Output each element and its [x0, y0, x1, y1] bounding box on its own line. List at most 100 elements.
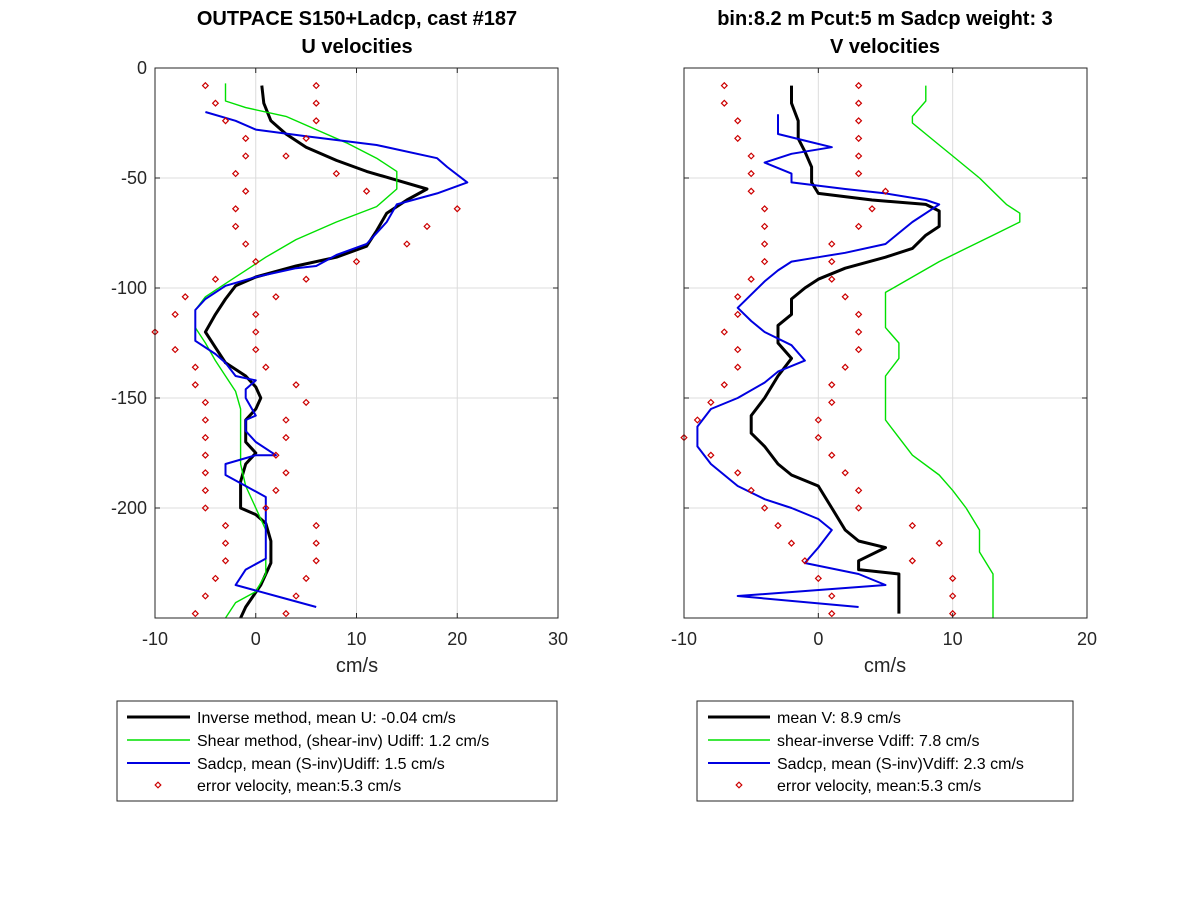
right-series-mean-v-line	[749, 85, 941, 614]
right-series-error-velocity-marker-3	[734, 134, 742, 143]
left-series-error-velocity-marker-17	[191, 381, 199, 389]
left-series-error-velocity-marker-16	[191, 363, 199, 371]
left-series-error-velocity-marker-12	[181, 293, 189, 301]
right-series-error-velocity-marker-33	[854, 117, 863, 125]
right-series-error-velocity-marker-24	[760, 504, 769, 512]
right-series-error-velocity-marker-41	[828, 257, 836, 266]
right-series-error-velocity-marker-20	[680, 433, 688, 442]
right-series-error-velocity-marker-34	[854, 134, 863, 143]
left-legend-entry-inverse: Inverse method, mean U: -0.04 cm/s	[197, 710, 456, 727]
right-x-axis-label: cm/s	[864, 655, 906, 677]
left-series-error-velocity-marker-5	[231, 169, 240, 178]
left-series-error-velocity-marker-2	[221, 117, 230, 125]
left-series-error-velocity-marker-37	[362, 187, 371, 195]
right-series-error-velocity-marker-23	[747, 486, 755, 495]
left-series-error-velocity-marker-53	[282, 469, 290, 477]
right-x-tick-label-3: 20	[1077, 629, 1097, 649]
left-series-error-velocity-marker-48	[292, 381, 300, 389]
left-series-inverse-method-line	[203, 85, 429, 619]
right-series-error-velocity-marker-38	[868, 205, 876, 213]
left-series-error-velocity	[151, 81, 461, 618]
right-series-error-velocity-marker-1	[720, 99, 728, 107]
left-series-error-velocity-marker-8	[231, 222, 240, 231]
right-series-error-velocity-marker-39	[854, 222, 863, 231]
left-chart-title: OUTPACE S150+Ladcp, cast #187	[197, 8, 517, 30]
left-series-error-velocity-marker-36	[332, 169, 341, 178]
right-series-error-velocity-marker-10	[760, 257, 769, 266]
right-legend-entry-mean: mean V: 8.9 cm/s	[777, 710, 901, 727]
left-series-error-velocity-marker-6	[241, 187, 250, 195]
left-legend-entry-shear: Shear method, (shear-inv) Udiff: 1.2 cm/…	[197, 733, 489, 750]
left-series-error-velocity-marker-19	[201, 416, 210, 424]
right-series-error-velocity-marker-21	[707, 451, 715, 459]
left-plot-area: -10 0 10 20 300-50-100-150-200	[111, 58, 568, 649]
left-series-error-velocity-marker-55	[262, 504, 270, 512]
right-x-tick-label-1: 0	[813, 629, 823, 649]
left-x-tick-label-1: 0	[251, 629, 261, 649]
left-series-error-velocity-marker-14	[151, 328, 159, 336]
left-series-error-velocity-marker-0	[201, 81, 210, 90]
right-series-error-velocity-marker-11	[747, 275, 755, 283]
right-series-error-velocity-marker-47	[841, 363, 849, 371]
left-legend: Inverse method, mean U: -0.04 cm/s Shear…	[116, 700, 558, 802]
left-series-error-velocity-marker-43	[272, 293, 280, 301]
left-series-error-velocity-marker-47	[262, 363, 270, 371]
left-series-error-velocity-marker-60	[292, 592, 300, 600]
right-series-sadcp-line	[696, 114, 941, 608]
left-series-error-velocity-marker-28	[211, 574, 220, 583]
right-series-error-velocity-marker-0	[720, 81, 728, 90]
left-series-error-velocity-marker-46	[252, 345, 260, 354]
left-y-tick-label-3: -150	[111, 388, 147, 408]
left-series-error-velocity-marker-35	[282, 152, 290, 160]
left-series-error-velocity-marker-31	[312, 81, 320, 90]
left-series-error-velocity-marker-59	[302, 574, 310, 583]
right-chart-subtitle: V velocities	[830, 36, 940, 58]
right-series-error-velocity-marker-52	[828, 451, 836, 459]
left-series-error-velocity-marker-7	[231, 205, 240, 213]
right-series-error-velocity-marker-5	[747, 169, 755, 178]
right-series-error-velocity-marker-53	[841, 469, 849, 477]
left-x-tick-label-0: -10	[142, 629, 168, 649]
left-series-error-velocity-marker-1	[211, 99, 220, 107]
left-series-error-velocity-marker-25	[221, 521, 230, 530]
right-series-error-velocity-marker-13	[734, 310, 742, 319]
right-series-error-velocity-marker-51	[814, 433, 823, 442]
left-series-error-velocity-marker-32	[312, 99, 320, 107]
left-series-error-velocity-marker-30	[191, 609, 199, 618]
right-series-error-velocity-marker-30	[828, 609, 836, 618]
right-series-error-velocity-marker-48	[828, 381, 836, 389]
left-series-error-velocity-marker-54	[272, 486, 280, 495]
left-series-error-velocity-marker-24	[201, 504, 210, 512]
left-series-error-velocity-marker-11	[211, 275, 220, 283]
right-series-error-velocity-marker-7	[760, 205, 769, 213]
right-series-error-velocity-marker-9	[760, 240, 769, 248]
left-series-error-velocity-marker-49	[302, 398, 310, 407]
right-series-error-velocity-marker-45	[854, 328, 863, 336]
right-legend-entry-sadcp: Sadcp, mean (S-inv)Vdiff: 2.3 cm/s	[777, 756, 1024, 773]
left-series-error-velocity-marker-18	[201, 398, 210, 407]
left-y-tick-label-0: 0	[137, 58, 147, 78]
right-series-error-velocity-marker-15	[734, 345, 742, 354]
right-legend-entry-shear: shear-inverse Vdiff: 7.8 cm/s	[777, 733, 979, 750]
right-legend-swatch-error	[735, 781, 743, 789]
left-series-error-velocity-marker-45	[252, 328, 260, 336]
right-series-error-velocity-marker-40	[828, 240, 836, 248]
left-series-error-velocity-marker-39	[423, 222, 431, 231]
left-series-error-velocity-marker-61	[282, 609, 290, 618]
right-series-error-velocity-marker-28	[814, 574, 823, 583]
left-series-error-velocity-marker-44	[252, 310, 260, 319]
right-series-error-velocity-marker-58	[908, 557, 917, 565]
left-series-error-velocity-marker-40	[403, 240, 411, 248]
left-series-error-velocity-marker-3	[241, 134, 250, 143]
right-series-error-velocity-marker-46	[854, 345, 863, 354]
left-legend-entry-sadcp: Sadcp, mean (S-inv)Udiff: 1.5 cm/s	[197, 756, 445, 773]
right-series-error-velocity-marker-43	[841, 293, 849, 301]
right-series-error-velocity-marker-6	[747, 187, 755, 195]
right-axes-box	[683, 67, 1088, 619]
right-series-error-velocity-marker-2	[734, 117, 742, 125]
left-series-error-velocity-marker-42	[302, 275, 310, 283]
right-series-error-velocity-marker-37	[881, 187, 890, 195]
right-series-error-velocity-marker-26	[787, 539, 796, 547]
left-legend-swatch-error	[154, 781, 162, 789]
left-x-tick-label-4: 30	[548, 629, 568, 649]
